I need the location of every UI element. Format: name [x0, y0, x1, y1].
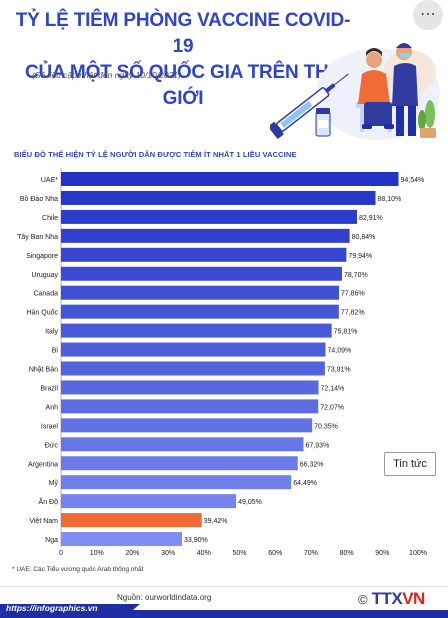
news-tooltip: Tin tức — [384, 452, 436, 476]
value-label-6: 77,86% — [341, 291, 365, 298]
update-date-note: (Số liệu cập nhật đến ngày 10/10/2021) — [32, 70, 181, 80]
x-tick-label-4: 40% — [197, 550, 211, 557]
value-label-15: 66,32% — [300, 461, 324, 468]
website-band-bar — [0, 610, 448, 618]
category-label-10: Nhật Bản — [29, 367, 58, 374]
bar-6 — [61, 285, 339, 300]
category-label-13: Israel — [41, 423, 59, 430]
category-label-3: Tây Ban Nha — [17, 234, 58, 241]
website-band — [0, 604, 448, 618]
x-tick-label-3: 30% — [161, 550, 175, 557]
bar-5 — [61, 266, 342, 281]
x-tick-label-5: 50% — [232, 550, 246, 557]
category-label-1: Bồ Đào Nha — [20, 194, 58, 203]
ttxvn-logo: © TTXVN — [358, 589, 425, 609]
x-tick-label-8: 80% — [340, 550, 354, 557]
value-label-11: 72,14% — [321, 385, 345, 392]
category-label-16: Mỹ — [49, 480, 59, 487]
copyright-icon: © — [358, 591, 368, 607]
bar-11 — [61, 380, 319, 395]
value-label-8: 75,81% — [334, 329, 358, 336]
bar-19 — [61, 532, 183, 547]
footnote: * UAE: Các Tiểu vương quốc Arab thống nh… — [12, 566, 144, 573]
x-tick-label-2: 20% — [125, 550, 139, 557]
bar-8 — [61, 323, 332, 338]
bar-12 — [61, 399, 319, 414]
category-label-15: Argentina — [28, 461, 58, 468]
value-label-5: 78,70% — [344, 272, 368, 279]
more-icon: ⋯ — [420, 6, 436, 23]
vaccination-scene-icon — [270, 43, 440, 140]
bar-3 — [61, 228, 350, 243]
value-label-9: 74,09% — [328, 348, 352, 355]
logo-main: TTX — [371, 589, 403, 608]
value-label-1: 88,10% — [378, 196, 402, 203]
x-tick-label-10: 100% — [409, 550, 427, 557]
category-label-11: Brazil — [40, 385, 58, 392]
value-label-7: 77,82% — [341, 310, 365, 317]
bar-1 — [61, 190, 376, 205]
bar-2 — [61, 209, 357, 224]
value-label-16: 64,49% — [293, 480, 317, 487]
value-label-17: 49,05% — [238, 499, 262, 506]
category-label-5: Uruguay — [32, 272, 59, 279]
bar-4 — [61, 247, 347, 262]
x-tick-label-6: 60% — [268, 550, 282, 557]
logo-wordmark: TTXVN — [371, 589, 426, 609]
category-label-9: Bỉ — [52, 347, 59, 355]
title-line-1: TỶ LỆ TIÊM PHÒNG VACCINE COVID-19 — [15, 10, 351, 57]
bar-17 — [61, 494, 237, 509]
chart-title: BIỂU ĐỒ THỂ HIỆN TỶ LỆ NGƯỜI DÂN ĐƯỢC TI… — [14, 150, 297, 159]
category-label-14: Đức — [45, 442, 59, 449]
bar-10 — [61, 361, 325, 376]
logo-accent: VN — [402, 589, 425, 608]
bar-13 — [61, 418, 313, 433]
category-label-6: Canada — [33, 291, 58, 298]
category-label-8: Italy — [45, 329, 58, 336]
category-label-2: Chile — [42, 215, 58, 222]
bar-9 — [61, 342, 326, 357]
value-label-19: 33,90% — [184, 537, 208, 544]
category-label-17: Ấn Độ — [39, 496, 59, 506]
page-title: TỶ LỆ TIÊM PHÒNG VACCINE COVID-19 CỦA MỘ… — [8, 8, 358, 112]
value-label-2: 82,91% — [359, 215, 383, 222]
value-label-12: 72,07% — [320, 404, 344, 411]
more-options-button[interactable]: ⋯ — [413, 0, 443, 30]
value-label-3: 80,84% — [352, 234, 376, 241]
x-tick-label-9: 90% — [375, 550, 389, 557]
value-label-13: 70,35% — [314, 423, 338, 430]
source-text: Nguồn: ourworldindata.org — [117, 593, 212, 602]
bar-15 — [61, 456, 298, 471]
value-label-0: 94,54% — [401, 177, 425, 184]
value-label-10: 73,91% — [327, 367, 351, 374]
category-label-18: Việt Nam — [29, 518, 58, 525]
website-link[interactable]: https://infographics.vn — [6, 603, 98, 613]
bar-16 — [61, 475, 292, 490]
bar-chart: UAE* 94,54% Bồ Đào Nha 88,10% Chile 82,91% Tây… — [17, 168, 427, 557]
x-tick-label-7: 70% — [304, 550, 318, 557]
x-tick-label-1: 10% — [90, 550, 104, 557]
category-label-7: Hàn Quốc — [26, 308, 58, 317]
title-line-2: CỦA MỘT SỐ QUỐC GIA TRÊN THẾ GIỚI — [25, 62, 341, 109]
bar-14 — [61, 437, 304, 452]
bar-18 — [61, 513, 202, 528]
category-label-12: Anh — [46, 404, 59, 411]
bar-7 — [61, 304, 339, 319]
value-label-14: 67,93% — [306, 442, 330, 449]
bar-0 — [61, 172, 399, 186]
category-label-4: Singapore — [26, 253, 58, 260]
x-tick-label-0: 0 — [59, 550, 63, 557]
category-label-19: Nga — [45, 537, 58, 544]
value-label-4: 79,94% — [348, 253, 372, 260]
category-label-0: UAE* — [41, 177, 58, 184]
footer-divider — [0, 586, 448, 587]
value-label-18: 39,42% — [204, 518, 228, 525]
website-band-strip — [0, 604, 140, 618]
